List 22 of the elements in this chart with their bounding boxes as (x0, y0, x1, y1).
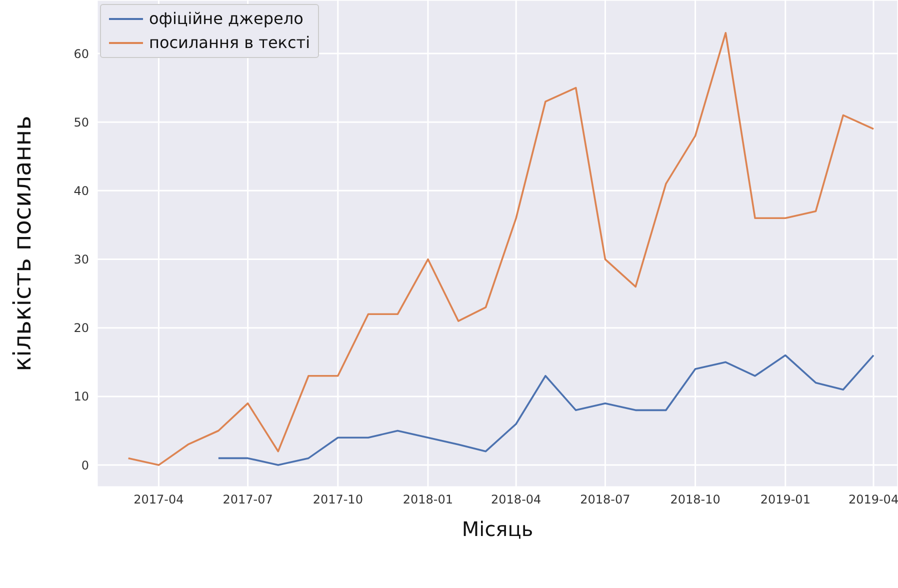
y-tick-label: 0 (81, 458, 89, 472)
x-tick-label: 2017-10 (312, 492, 363, 507)
y-tick-label: 20 (74, 321, 89, 336)
legend-label: посилання в тексті (149, 32, 310, 54)
y-tick-label: 30 (74, 252, 89, 267)
y-axis-title: кількість посиланнь (8, 116, 37, 372)
line-series (218, 354, 874, 466)
x-tick-label: 2017-04 (134, 492, 184, 507)
x-tick-label: 2018-04 (491, 492, 542, 507)
x-tick-label: 2019-01 (760, 492, 810, 507)
y-tick-label: 60 (74, 46, 89, 61)
y-tick-label: 40 (74, 184, 89, 198)
x-tick-label: 2018-10 (670, 492, 720, 507)
x-axis-title: Місяць (462, 517, 534, 541)
x-tick-label: 2019-04 (848, 492, 898, 507)
legend-label: офіційне джерело (149, 8, 304, 30)
line-series (127, 32, 874, 466)
x-tick-label: 2018-01 (402, 492, 454, 507)
y-tick-label: 10 (74, 390, 89, 404)
y-tick-label: 50 (74, 115, 89, 130)
x-tick-label: 2017-07 (222, 492, 273, 507)
x-tick-label: 2018-07 (580, 492, 630, 507)
